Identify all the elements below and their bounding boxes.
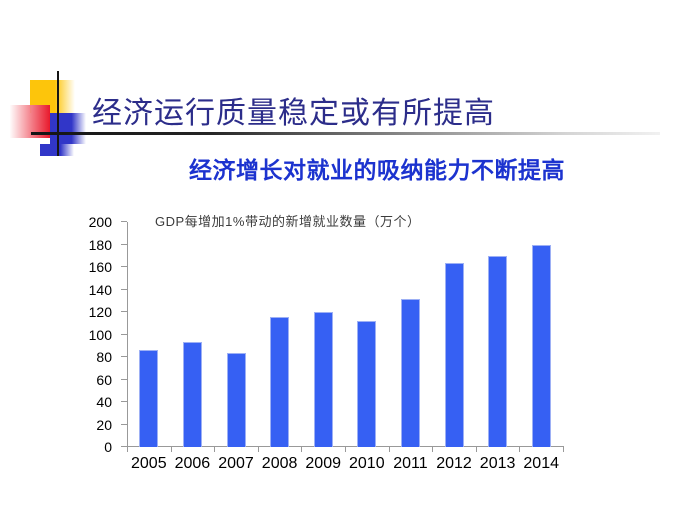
bar-2010 [357, 321, 377, 447]
y-tick-mark [121, 356, 127, 357]
y-tick-mark [121, 266, 127, 267]
x-tick-mark [170, 447, 172, 452]
title-underline [31, 132, 660, 135]
y-tick-label: 140 [88, 281, 112, 298]
y-tick-mark [121, 378, 127, 380]
y-tick-mark [121, 446, 127, 447]
x-tick-mark [301, 447, 303, 452]
x-tick-label: 2010 [349, 455, 385, 472]
y-tick-label: 60 [96, 371, 112, 388]
blue-square-upper [50, 113, 86, 144]
x-tick-mark [519, 447, 521, 452]
bar-2013 [488, 255, 508, 447]
x-axis-line [127, 446, 564, 447]
x-tick-mark [432, 447, 434, 452]
bar-2011 [400, 298, 420, 447]
y-tick-mark [121, 333, 127, 335]
x-tick-mark [388, 447, 390, 452]
y-axis-line [127, 222, 128, 447]
x-tick-mark [257, 447, 259, 452]
bar-2012 [444, 262, 464, 447]
y-tick-mark [121, 221, 127, 222]
x-tick-label: 2013 [479, 455, 516, 472]
y-tick-mark [121, 311, 127, 312]
x-tick-mark [563, 447, 564, 452]
y-tick-mark [121, 423, 127, 425]
y-tick-label: 100 [88, 326, 112, 343]
y-tick-label: 160 [88, 259, 112, 275]
y-tick-label: 120 [88, 304, 112, 320]
bar-2007 [226, 352, 246, 447]
x-tick-label: 2011 [393, 455, 428, 472]
x-tick-label: 2005 [131, 455, 167, 472]
x-tick-label: 2007 [218, 455, 254, 472]
y-tick-label: 0 [104, 439, 112, 455]
page-title: 经济运行质量稳定或有所提高 [92, 97, 495, 130]
x-tick-label: 2012 [436, 455, 472, 472]
y-tick-label: 20 [96, 416, 112, 433]
page-subtitle: 经济增长对就业的吸纳能力不断提高 [189, 157, 565, 183]
bar-2008 [270, 316, 290, 447]
x-tick-mark [345, 447, 346, 452]
y-tick-label: 40 [96, 394, 112, 410]
y-tick-label: 80 [96, 349, 112, 365]
x-tick-mark [475, 447, 477, 452]
y-tick-mark [121, 401, 127, 402]
x-tick-label: 2014 [523, 455, 559, 472]
bar-2005 [139, 350, 159, 447]
crosshair-vertical-line [57, 71, 59, 156]
chart-title: GDP每增加1%带动的新增就业数量（万个） [155, 214, 421, 229]
y-tick-mark [121, 288, 127, 290]
y-tick-label: 180 [88, 236, 112, 253]
x-tick-label: 2008 [261, 455, 298, 472]
x-tick-mark [127, 447, 128, 452]
bar-2009 [313, 312, 333, 447]
x-tick-mark [214, 447, 216, 452]
bar-2006 [182, 342, 202, 447]
bar-2014 [531, 244, 551, 447]
x-tick-label: 2006 [174, 455, 211, 472]
y-tick-mark [121, 243, 127, 245]
y-tick-label: 200 [88, 214, 112, 230]
x-tick-label: 2009 [305, 455, 341, 472]
